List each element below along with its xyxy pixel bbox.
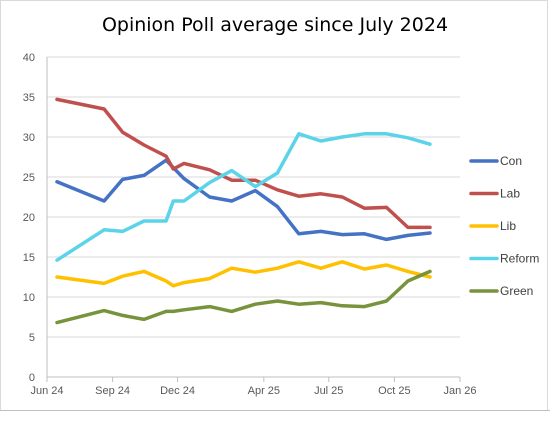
- x-tick-label: Apr 25: [248, 385, 280, 397]
- axes: 0 5 10 15 20 25 30 35 40 Jun 24 Sep 24 Dec 24 Apr 25…: [23, 52, 477, 397]
- x-tick-label: Jul 25: [314, 385, 343, 397]
- x-tick-label: Sep 24: [95, 385, 130, 397]
- bottom-rule: [0, 410, 550, 411]
- y-tick-label: 15: [23, 252, 35, 264]
- x-tick-label: Dec 24: [160, 385, 195, 397]
- legend-label-lab: Lab: [500, 187, 520, 201]
- legend-label-reform: Reform: [500, 252, 539, 266]
- legend-label-con: Con: [500, 154, 522, 168]
- series-line-lab: [55, 97, 432, 230]
- legend-label-lib: Lib: [500, 219, 516, 233]
- series-line-reform: [55, 132, 432, 262]
- series-line-lib: [55, 260, 432, 288]
- y-tick-label: 35: [23, 92, 35, 104]
- y-tick-label: 30: [23, 132, 35, 144]
- y-tick-label: 10: [23, 292, 35, 304]
- gridlines: [47, 56, 460, 338]
- y-tick-label: 5: [29, 332, 35, 344]
- x-tick-label: Jun 24: [30, 385, 63, 397]
- y-tick-label: 40: [23, 52, 35, 64]
- y-tick-label: 0: [29, 372, 35, 384]
- legend-label-green: Green: [500, 284, 533, 298]
- x-tick-label: Jan 26: [443, 385, 476, 397]
- series-line-con: [55, 158, 432, 242]
- y-tick-label: 20: [23, 212, 35, 224]
- legend: Con Lab Lib Reform Green: [469, 154, 539, 298]
- series-line-green: [55, 269, 432, 325]
- x-tick-label: Oct 25: [378, 385, 410, 397]
- chart-title: Opinion Poll average since July 2024: [101, 14, 449, 36]
- series-lines: [55, 97, 432, 325]
- y-tick-label: 25: [23, 172, 35, 184]
